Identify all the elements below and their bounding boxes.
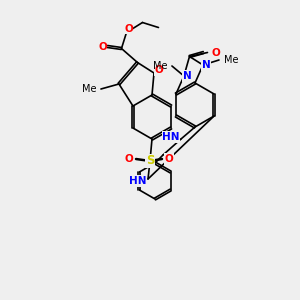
- Text: Me: Me: [153, 61, 168, 71]
- Text: N: N: [183, 71, 191, 81]
- Text: HN: HN: [129, 176, 147, 186]
- Text: O: O: [98, 41, 107, 52]
- Text: O: O: [124, 154, 134, 164]
- Text: O: O: [211, 47, 220, 58]
- Text: Me: Me: [82, 84, 97, 94]
- Text: Me: Me: [224, 55, 238, 65]
- Text: O: O: [154, 65, 164, 75]
- Text: O: O: [165, 154, 173, 164]
- Text: O: O: [124, 23, 133, 34]
- Text: N: N: [202, 60, 210, 70]
- Text: S: S: [146, 154, 154, 167]
- Text: HN: HN: [162, 132, 180, 142]
